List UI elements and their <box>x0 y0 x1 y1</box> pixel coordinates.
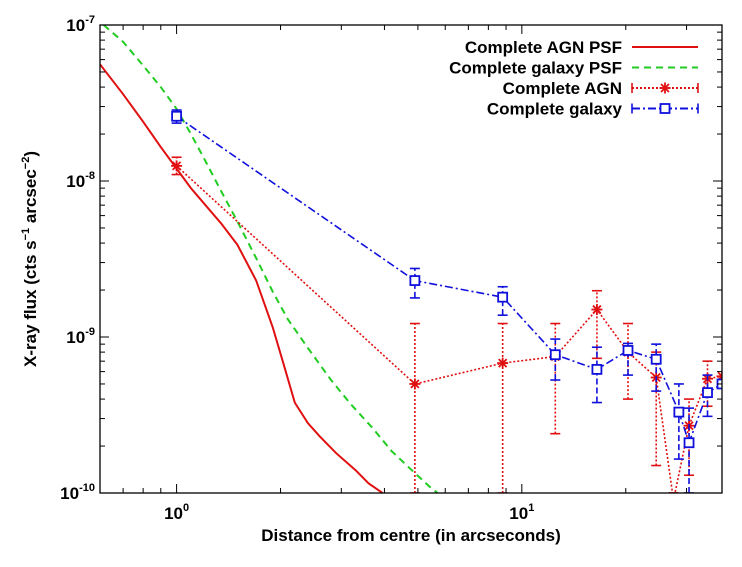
legend-item: Complete galaxy PSF <box>449 59 698 78</box>
y-tick-label-base: 10 <box>66 328 85 347</box>
data-point <box>591 363 603 375</box>
series-complete-galaxy <box>171 109 722 493</box>
y-tick-label-exp: -7 <box>85 14 95 26</box>
x-tick-label-base: 10 <box>164 504 183 523</box>
legend-label: Complete galaxy <box>487 100 623 119</box>
y-tick-label-exp: -9 <box>85 326 95 338</box>
marker-stroke <box>670 496 678 504</box>
series-line <box>176 165 722 493</box>
plot-area <box>100 25 722 506</box>
y-tick-label-base: 10 <box>60 484 79 503</box>
marker-stroke <box>498 358 508 368</box>
data-point <box>171 110 182 122</box>
series-complete-galaxy-psf <box>103 25 439 493</box>
y-tick-label-exp: -8 <box>85 170 95 182</box>
legend-label: Complete AGN <box>503 79 622 98</box>
legend-item: Complete AGN <box>503 79 699 98</box>
y-axis-title-post: ) <box>21 151 40 157</box>
series-line <box>176 115 722 446</box>
data-point <box>549 349 561 361</box>
data-point <box>171 160 183 172</box>
x-axis-title: Distance from centre (in arcseconds) <box>261 526 560 545</box>
x-tick-label: 100 <box>164 502 189 523</box>
y-tick-label: 10-9 <box>66 326 95 347</box>
data-point <box>668 495 679 506</box>
y-axis-title-exp2: −2 <box>20 157 32 170</box>
plot-frame <box>99 24 723 494</box>
y-tick-label: 10-7 <box>66 14 95 35</box>
y-tick-label-exp: -10 <box>79 482 95 494</box>
marker-stroke <box>592 304 602 315</box>
y-axis-title-exp1: −1 <box>20 228 32 241</box>
data-point <box>497 291 509 303</box>
y-axis-title-mid: arcsec <box>21 169 40 228</box>
y-tick-label-base: 10 <box>66 172 85 191</box>
data-point <box>591 304 603 316</box>
data-point <box>683 437 695 449</box>
data-point <box>409 275 421 286</box>
marker-stroke <box>171 161 182 171</box>
legend-item: Complete AGN PSF <box>465 38 698 57</box>
marker-stroke <box>717 371 722 378</box>
marker-stroke <box>410 379 420 389</box>
series-complete-agn-psf <box>100 63 384 493</box>
y-tick-label: 10-10 <box>60 482 95 503</box>
series-line <box>100 63 384 493</box>
marker-stroke <box>660 83 670 93</box>
series-complete-agn <box>171 156 722 506</box>
data-point <box>409 378 421 390</box>
legend-marker <box>659 103 671 114</box>
legend-label: Complete AGN PSF <box>465 38 622 57</box>
data-point <box>497 357 509 369</box>
data-point <box>702 387 713 399</box>
x-tick-label: 101 <box>509 502 534 523</box>
data-point <box>650 353 662 365</box>
legend-label: Complete galaxy PSF <box>449 59 622 78</box>
y-axis-title-pre: X-ray flux (cts s <box>21 240 40 367</box>
legend-item: Complete galaxy <box>487 100 699 119</box>
y-axis-title: X-ray flux (cts s−1 arcsec−2) <box>20 151 40 367</box>
x-tick-label-exp: 1 <box>528 502 534 514</box>
marker-stroke <box>670 496 678 504</box>
x-tick-label-exp: 0 <box>183 502 189 514</box>
y-tick-label: 10-8 <box>66 170 95 191</box>
legend-marker <box>659 82 671 94</box>
x-tick-label-base: 10 <box>509 504 528 523</box>
series-line <box>103 25 439 493</box>
data-point <box>622 345 634 356</box>
data-point <box>673 406 685 418</box>
y-tick-label-base: 10 <box>66 16 85 35</box>
